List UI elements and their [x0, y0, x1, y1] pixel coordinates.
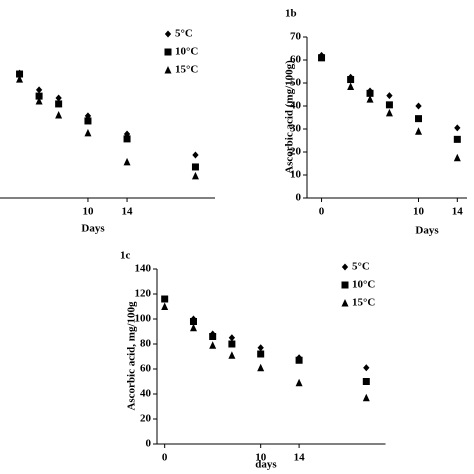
legend-label: 15°C: [352, 297, 375, 309]
y-axis-label: Ascorbic acid (mg/100g): [284, 60, 296, 174]
marker-triangle: [318, 53, 326, 62]
y-tick-label: 20: [290, 146, 302, 158]
y-tick-label: 120: [135, 288, 152, 300]
x-axis-label: Days: [415, 225, 439, 237]
marker-triangle: [35, 96, 43, 105]
marker-triangle: [415, 127, 423, 135]
marker-square: [362, 378, 370, 385]
marker-square: [366, 89, 374, 97]
x-tick-label: 10: [255, 452, 267, 464]
marker-diamond: [35, 86, 43, 94]
marker-square: [16, 70, 24, 78]
marker-square: [385, 101, 393, 109]
marker-square: [228, 340, 236, 348]
marker-diamond: [386, 92, 393, 100]
marker-square: [347, 76, 355, 84]
marker-diamond: [164, 30, 172, 38]
y-tick-label: 50: [290, 77, 302, 89]
marker-triangle: [366, 95, 374, 103]
y-tick-label: 20: [140, 413, 152, 425]
marker-square: [453, 135, 461, 143]
marker-triangle: [385, 108, 393, 117]
legend-label: 5°C: [175, 28, 193, 40]
marker-square: [295, 356, 303, 364]
marker-triangle: [84, 128, 92, 137]
marker-square: [84, 117, 92, 125]
marker-triangle: [16, 75, 24, 83]
legend-label: 10°C: [352, 279, 375, 291]
marker-triangle: [189, 323, 197, 332]
marker-diamond: [341, 263, 349, 271]
y-tick-label: 30: [290, 123, 302, 135]
x-tick-label: 14: [294, 452, 306, 464]
marker-triangle: [347, 82, 355, 90]
marker-triangle: [55, 110, 63, 119]
x-tick-label: 0: [162, 452, 168, 464]
y-tick-label: 80: [140, 338, 152, 350]
marker-diamond: [55, 94, 62, 102]
y-tick-label: 140: [135, 263, 152, 275]
marker-diamond: [415, 102, 422, 110]
y-tick-label: 10: [290, 169, 302, 181]
marker-diamond: [454, 124, 461, 132]
y-tick-label: 40: [140, 388, 152, 400]
marker-square: [189, 318, 197, 325]
marker-square: [55, 100, 63, 108]
x-axis-label: Days: [81, 223, 105, 235]
chart-title: 1c: [120, 250, 131, 262]
marker-square: [164, 48, 172, 56]
marker-square: [161, 295, 169, 303]
marker-square: [257, 350, 265, 358]
marker-triangle: [295, 378, 303, 387]
marker-triangle: [453, 153, 461, 162]
marker-triangle: [341, 299, 349, 307]
y-tick-label: 70: [290, 31, 302, 43]
y-axis-label: Ascorbic acid, mg/100g: [126, 301, 138, 411]
y-tick-label: 0: [146, 438, 152, 450]
marker-square: [209, 333, 217, 340]
y-tick-label: 60: [290, 54, 302, 66]
x-axis-label: days: [255, 459, 277, 471]
marker-triangle: [209, 341, 217, 349]
marker-square: [35, 92, 43, 100]
x-tick-label: 10: [82, 206, 94, 218]
legend-label: 10°C: [175, 46, 198, 58]
marker-diamond: [192, 151, 199, 159]
x-tick-label: 14: [122, 206, 134, 218]
legend-label: 15°C: [175, 64, 198, 76]
y-tick-label: 0: [296, 192, 302, 204]
marker-square: [191, 163, 199, 171]
marker-triangle: [161, 302, 169, 310]
x-tick-label: 0: [319, 206, 325, 218]
marker-diamond: [363, 364, 370, 372]
y-tick-label: 40: [290, 100, 302, 112]
marker-square: [123, 135, 131, 143]
marker-square: [415, 115, 423, 123]
marker-triangle: [257, 363, 265, 372]
marker-triangle: [123, 157, 131, 166]
y-tick-label: 100: [135, 313, 152, 325]
y-tick-label: 60: [140, 363, 152, 375]
marker-square: [341, 281, 349, 289]
legend-label: 5°C: [352, 261, 370, 273]
marker-triangle: [164, 66, 172, 74]
marker-triangle: [228, 351, 236, 359]
chart-title: 1b: [285, 8, 297, 20]
marker-diamond: [228, 334, 236, 342]
x-tick-label: 14: [452, 206, 464, 218]
marker-triangle: [191, 171, 199, 180]
x-tick-label: 10: [413, 206, 425, 218]
marker-diamond: [257, 344, 264, 352]
marker-triangle: [362, 393, 370, 402]
